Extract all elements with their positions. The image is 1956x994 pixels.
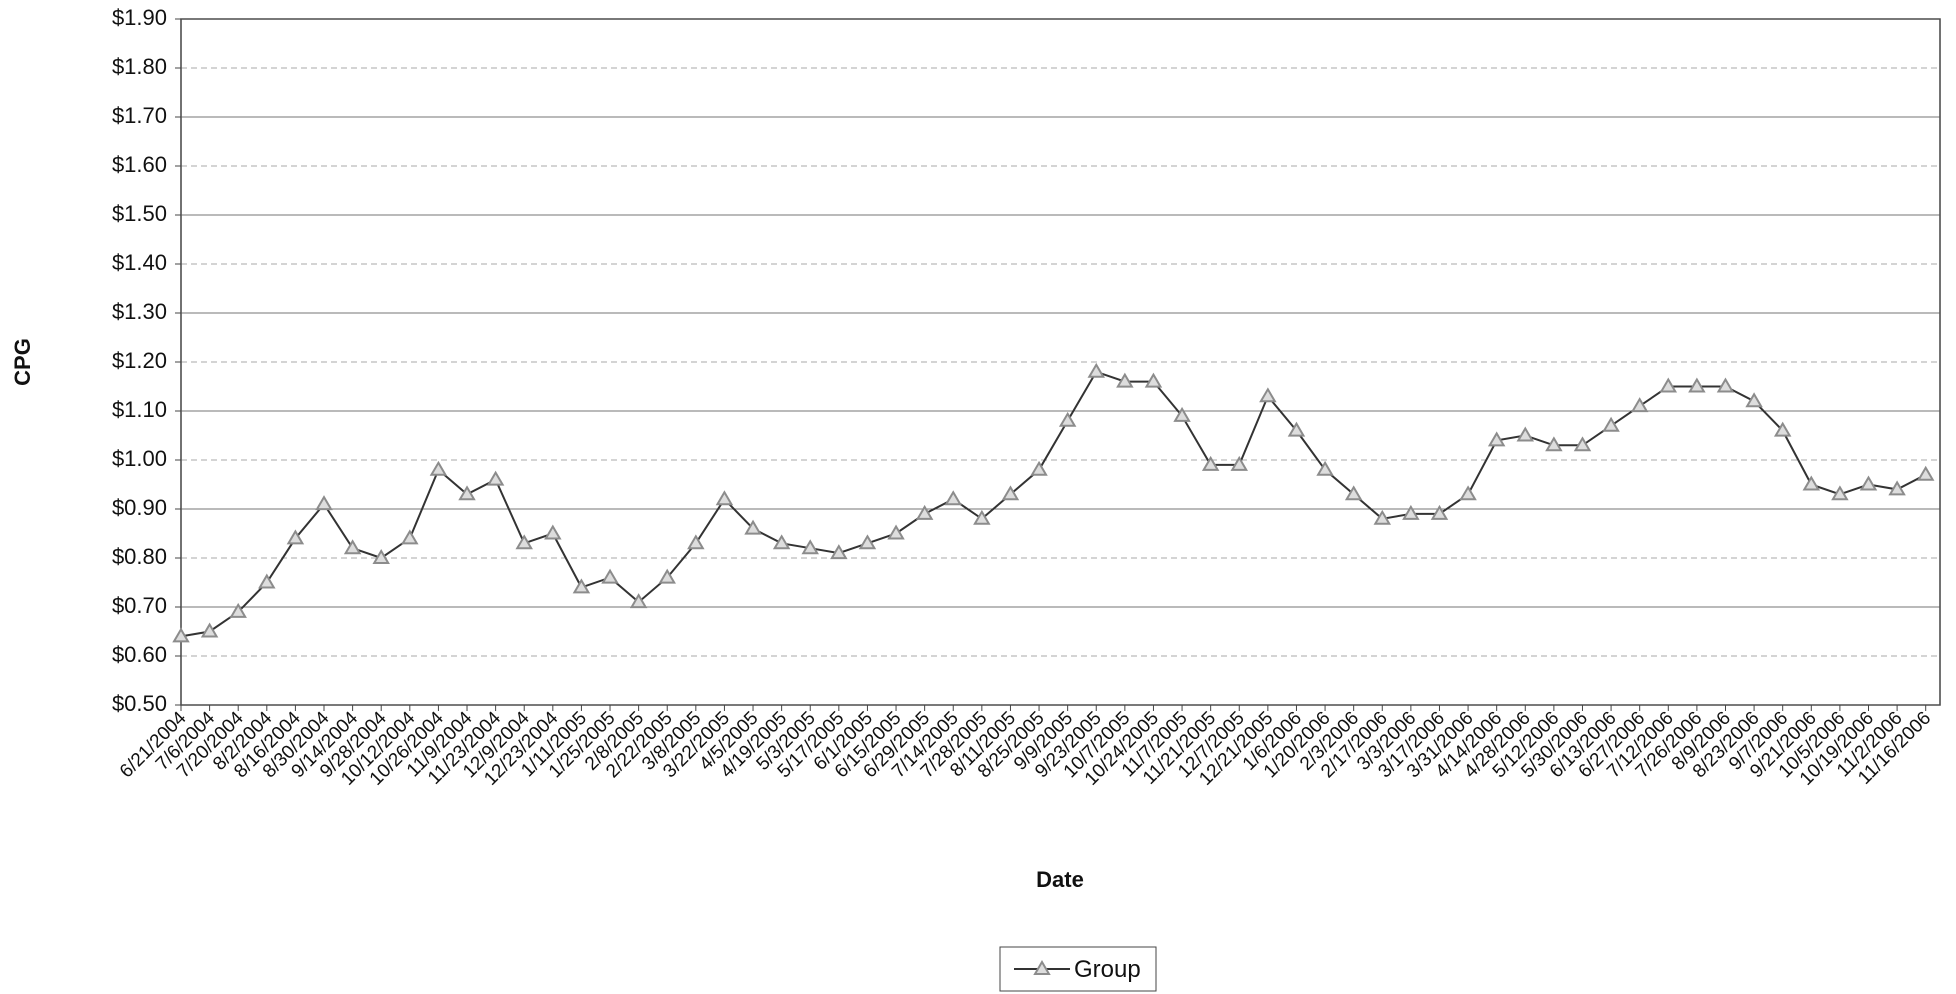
marker — [258, 573, 276, 589]
marker — [1516, 426, 1535, 442]
marker — [772, 534, 791, 550]
marker — [629, 593, 648, 609]
marker — [1087, 362, 1105, 378]
marker — [1173, 406, 1191, 422]
marker — [687, 534, 705, 550]
marker — [1001, 485, 1020, 501]
y-tick-label: $0.80 — [112, 544, 167, 569]
marker — [572, 578, 591, 594]
marker — [944, 490, 962, 506]
marker — [1259, 387, 1277, 403]
marker — [1545, 436, 1563, 452]
marker — [1659, 377, 1678, 393]
marker — [1888, 480, 1906, 496]
marker — [1344, 485, 1363, 501]
y-tick-label: $1.20 — [112, 348, 167, 373]
marker — [1802, 475, 1821, 491]
marker — [343, 539, 362, 555]
y-tick-label: $1.80 — [112, 54, 167, 79]
x-axis-title: Date — [1036, 867, 1084, 892]
marker — [1030, 460, 1048, 476]
marker — [1459, 485, 1477, 501]
legend-marker — [1033, 960, 1051, 975]
marker — [858, 534, 877, 550]
marker — [973, 509, 991, 525]
marker — [1402, 504, 1420, 520]
marker — [1201, 455, 1220, 471]
y-tick-label: $1.60 — [112, 152, 167, 177]
y-tick-label: $1.70 — [112, 103, 167, 128]
marker — [1058, 411, 1077, 427]
marker — [887, 524, 905, 540]
y-tick-label: $1.10 — [112, 397, 167, 422]
marker — [229, 602, 247, 618]
marker — [1287, 421, 1306, 437]
marker — [715, 490, 734, 506]
y-tick-label: $0.70 — [112, 593, 167, 618]
marker — [1773, 421, 1792, 437]
marker — [1144, 372, 1163, 388]
marker — [286, 529, 305, 545]
marker — [1859, 475, 1878, 491]
marker — [915, 504, 934, 520]
marker — [1630, 397, 1649, 413]
y-tick-label: $1.50 — [112, 201, 167, 226]
marker — [1602, 416, 1620, 432]
y-tick-label: $0.60 — [112, 642, 167, 667]
marker — [1831, 485, 1849, 501]
marker — [1430, 504, 1449, 520]
marker — [1487, 431, 1506, 447]
marker — [1688, 377, 1706, 393]
marker — [1745, 392, 1763, 408]
y-tick-label: $1.30 — [112, 299, 167, 324]
marker — [601, 568, 619, 584]
marker — [1316, 460, 1334, 476]
y-tick-label: $0.90 — [112, 495, 167, 520]
marker — [544, 524, 562, 540]
y-tick-label: $1.90 — [112, 5, 167, 30]
y-tick-label: $1.40 — [112, 250, 167, 275]
y-tick-label: $1.00 — [112, 446, 167, 471]
marker — [515, 534, 533, 550]
legend-label: Group — [1074, 956, 1141, 983]
marker — [801, 539, 819, 555]
marker — [744, 519, 762, 535]
marker — [1916, 465, 1935, 481]
marker — [486, 470, 505, 486]
marker — [1373, 509, 1392, 525]
marker — [830, 544, 848, 560]
marker — [458, 485, 476, 501]
y-axis-title: CPG — [10, 338, 35, 386]
marker — [658, 568, 676, 584]
marker — [200, 622, 219, 638]
marker — [1716, 377, 1735, 393]
y-tick-label: $0.50 — [112, 691, 167, 716]
marker — [1573, 436, 1592, 452]
marker — [429, 460, 448, 476]
marker — [372, 549, 390, 564]
marker — [315, 495, 333, 511]
marker — [401, 529, 419, 545]
marker — [1230, 455, 1249, 471]
marker — [172, 627, 190, 643]
marker — [1116, 372, 1134, 388]
